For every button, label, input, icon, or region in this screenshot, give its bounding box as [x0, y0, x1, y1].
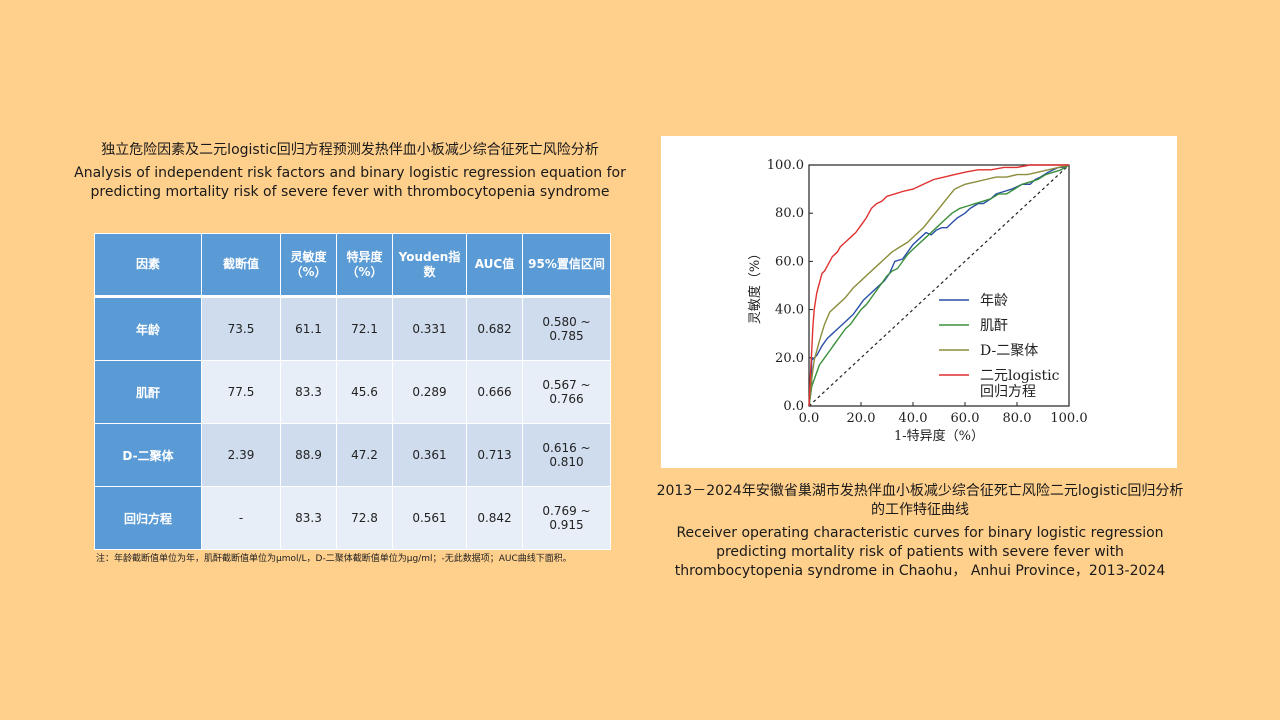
- header-factor: 因素: [94, 233, 202, 298]
- cell-auc: 0.713: [466, 423, 523, 487]
- results-table: 因素 截断值 灵敏度（%） 特异度（%） Youden指数 AUC值 95%置信…: [94, 233, 611, 550]
- y-axis-label: 灵敏度（%）: [747, 247, 763, 324]
- legend-label: 年龄: [980, 293, 1008, 309]
- cell-sensitivity: 83.3: [280, 486, 337, 550]
- series-line: [808, 164, 1069, 407]
- figure-caption-cn: 2013－2024年安徽省巢湖市发热伴血小板减少综合征死亡风险二元logisti…: [656, 483, 1184, 518]
- header-specificity: 特异度（%）: [336, 233, 393, 298]
- cell-cutoff: -: [201, 486, 281, 550]
- cell-ci: 0.567 ~ 0.766: [522, 360, 611, 424]
- row-factor: 回归方程: [94, 486, 202, 550]
- x-tick-label: 40.0: [899, 411, 928, 426]
- header-youden: Youden指数: [392, 233, 467, 298]
- x-tick-label: 100.0: [1050, 411, 1087, 426]
- cell-specificity: 72.8: [336, 486, 393, 550]
- legend-label: 肌酐: [980, 318, 1008, 334]
- cell-cutoff: 77.5: [201, 360, 281, 424]
- row-factor: D-二聚体: [94, 423, 202, 487]
- cell-youden: 0.361: [392, 423, 467, 487]
- table-footnote: 注：年龄截断值单位为年，肌酐截断值单位为μmol/L，D-二聚体截断值单位为μg…: [96, 554, 572, 564]
- cell-auc: 0.682: [466, 296, 523, 361]
- cell-ci: 0.769 ~ 0.915: [522, 486, 611, 550]
- roc-chart-panel: 0.0 20.0 40.0 60.0 80.0 100.0 0.0 20.0 40.0 60.0 8…: [661, 136, 1177, 468]
- y-tick-label: 20.0: [775, 351, 804, 366]
- row-factor: 年龄: [94, 296, 202, 361]
- cell-sensitivity: 61.1: [280, 296, 337, 361]
- x-tick-label: 80.0: [1003, 411, 1032, 426]
- cell-sensitivity: 88.9: [280, 423, 337, 487]
- table-title: 独立危险因素及二元logistic回归方程预测发热伴血小板减少综合征死亡风险分析…: [70, 141, 630, 202]
- legend-label: D-二聚体: [980, 343, 1038, 359]
- cell-sensitivity: 83.3: [280, 360, 337, 424]
- y-tick-label: 40.0: [775, 303, 804, 318]
- cell-cutoff: 73.5: [201, 296, 281, 361]
- series-line: [808, 164, 1070, 407]
- header-auc: AUC值: [466, 233, 523, 298]
- figure-caption: 2013－2024年安徽省巢湖市发热伴血小板减少综合征死亡风险二元logisti…: [650, 482, 1190, 581]
- table-title-en: Analysis of independent risk factors and…: [74, 165, 626, 200]
- header-sensitivity: 灵敏度（%）: [280, 233, 337, 298]
- cell-specificity: 45.6: [336, 360, 393, 424]
- cell-ci: 0.616 ~ 0.810: [522, 423, 611, 487]
- figure-caption-en: Receiver operating characteristic curves…: [674, 525, 1166, 579]
- header-cutoff: 截断值: [201, 233, 281, 298]
- header-ci: 95%置信区间: [522, 233, 611, 298]
- cell-auc: 0.666: [466, 360, 523, 424]
- y-tick-label: 80.0: [775, 206, 804, 221]
- table-row: 肌酐 77.5 83.3 45.6 0.289 0.666 0.567 ~ 0.…: [94, 360, 611, 424]
- reference-line: [808, 164, 1070, 407]
- x-axis-label: 1-特异度（%）: [894, 428, 984, 444]
- plot-frame: [808, 164, 1070, 407]
- cell-ci: 0.580 ~ 0.785: [522, 296, 611, 361]
- x-tick-label: 60.0: [951, 411, 980, 426]
- legend-label: 二元logistic 回归方程: [980, 368, 1060, 400]
- series-line: [808, 164, 1070, 407]
- table-title-cn: 独立危险因素及二元logistic回归方程预测发热伴血小板减少综合征死亡风险分析: [101, 142, 599, 158]
- x-tick-label: 0.0: [799, 411, 820, 426]
- cell-specificity: 47.2: [336, 423, 393, 487]
- cell-youden: 0.331: [392, 296, 467, 361]
- table-row: 年龄 73.5 61.1 72.1 0.331 0.682 0.580 ~ 0.…: [94, 296, 611, 361]
- roc-chart: 0.0 20.0 40.0 60.0 80.0 100.0 0.0 20.0 40.0 60.0 8…: [747, 158, 1088, 444]
- series-line: [808, 164, 1070, 407]
- y-tick-label: 0.0: [783, 399, 804, 414]
- y-tick-label: 100.0: [767, 158, 804, 173]
- x-tick-label: 20.0: [847, 411, 876, 426]
- y-tick-label: 60.0: [775, 254, 804, 269]
- cell-specificity: 72.1: [336, 296, 393, 361]
- table-row: D-二聚体 2.39 88.9 47.2 0.361 0.713 0.616 ~…: [94, 423, 611, 487]
- cell-cutoff: 2.39: [201, 423, 281, 487]
- cell-auc: 0.842: [466, 486, 523, 550]
- row-factor: 肌酐: [94, 360, 202, 424]
- cell-youden: 0.561: [392, 486, 467, 550]
- table-header-row: 因素 截断值 灵敏度（%） 特异度（%） Youden指数 AUC值 95%置信…: [94, 233, 611, 298]
- cell-youden: 0.289: [392, 360, 467, 424]
- table-row: 回归方程 - 83.3 72.8 0.561 0.842 0.769 ~ 0.9…: [94, 486, 611, 550]
